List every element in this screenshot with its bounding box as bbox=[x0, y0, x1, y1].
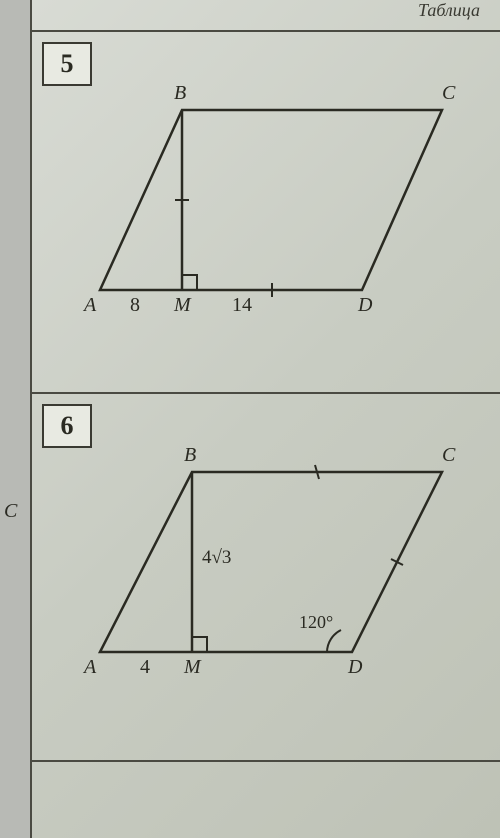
label-D: D bbox=[358, 294, 372, 317]
divider-top bbox=[32, 30, 500, 32]
label-B-6: B bbox=[184, 444, 196, 467]
label-D-6: D bbox=[348, 656, 362, 679]
figure-5: B C A M D 8 14 bbox=[62, 70, 482, 340]
measure-MD: 14 bbox=[232, 294, 252, 317]
angle-arc bbox=[327, 630, 341, 652]
side-fragment-label: С bbox=[4, 500, 17, 523]
parallelogram-5-svg bbox=[62, 70, 482, 340]
measure-AM: 8 bbox=[130, 294, 140, 317]
right-angle-marker bbox=[182, 275, 197, 290]
parallelogram-path bbox=[100, 110, 442, 290]
right-angle-marker-6 bbox=[192, 637, 207, 652]
label-B: B bbox=[174, 82, 186, 105]
label-M: M bbox=[174, 294, 191, 317]
measure-BM-6: 4√3 bbox=[202, 547, 231, 569]
measure-angle: 120° bbox=[299, 612, 333, 633]
label-C: C bbox=[442, 82, 455, 105]
page: Таблица 5 B C A M D 8 14 6 С bbox=[30, 0, 500, 838]
table-header: Таблица bbox=[418, 0, 480, 21]
parallelogram-path-6 bbox=[100, 472, 442, 652]
label-M-6: M bbox=[184, 656, 201, 679]
label-A: A bbox=[84, 294, 96, 317]
label-A-6: A bbox=[84, 656, 96, 679]
divider-bottom bbox=[32, 760, 500, 762]
figure-6: B C A M D 4 4√3 120° bbox=[62, 432, 482, 712]
measure-AM-6: 4 bbox=[140, 656, 150, 679]
parallelogram-6-svg bbox=[62, 432, 482, 712]
label-C-6: C bbox=[442, 444, 455, 467]
divider-middle bbox=[32, 392, 500, 394]
